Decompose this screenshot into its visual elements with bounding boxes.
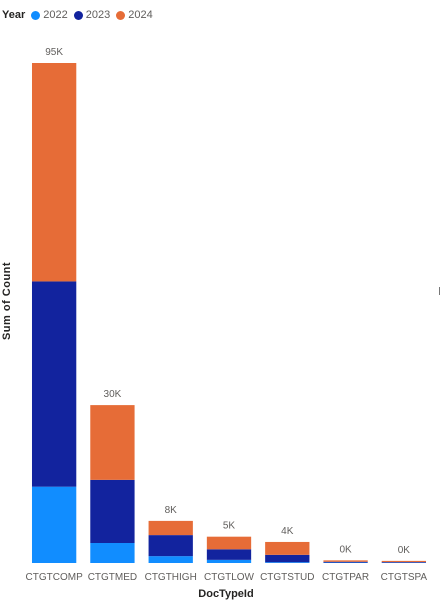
data-label-ctgtspa: 0K xyxy=(398,545,411,556)
x-axis-title: DocTypeId xyxy=(198,588,253,600)
bar-segment-ctgtpar-2023[interactable] xyxy=(323,561,368,563)
legend-item-2023[interactable]: 2023 xyxy=(73,9,111,21)
bar-segment-ctgtmed-2024[interactable] xyxy=(90,405,135,480)
x-tick-label-ctgthigh: CTGTHIGH xyxy=(145,572,197,583)
x-tick-label-ctgtmed: CTGTMED xyxy=(88,572,137,583)
legend-dot-2024 xyxy=(116,10,126,20)
bar-segment-ctgtstud-2022[interactable] xyxy=(265,562,310,563)
x-tick-label-ctgtpar: CTGTPAR xyxy=(322,572,369,583)
data-label-ctgtpar: 0K xyxy=(339,544,352,555)
data-label-ctgtstud: 4K xyxy=(281,526,294,537)
data-label-ctgtcomp: 95K xyxy=(45,47,63,58)
labels-layer: 95K CTGTCOMP 30K CTGTMED 8K CTGTHIGH 5K CTGTLOW… xyxy=(26,47,428,583)
legend-item-2022[interactable]: 2022 xyxy=(31,9,68,21)
chart-legend: Year 2022 2023 2024 xyxy=(2,6,159,24)
x-tick-label-ctgtspa: CTGTSPA xyxy=(381,572,428,583)
legend-dot-2022 xyxy=(31,10,41,20)
bar-segment-ctgthigh-2022[interactable] xyxy=(148,556,193,563)
legend-label-2022: 2022 xyxy=(43,9,68,21)
bar-segment-ctgtlow-2022[interactable] xyxy=(206,559,252,563)
legend-title: Year xyxy=(2,9,26,21)
y-axis-title: Sum of Count xyxy=(1,262,13,340)
bar-segment-ctgtstud-2023[interactable] xyxy=(265,554,310,563)
x-tick-label-ctgtcomp: CTGTCOMP xyxy=(26,572,84,583)
bar-segment-ctgtmed-2022[interactable] xyxy=(90,543,135,563)
legend-label-2024: 2024 xyxy=(128,9,153,21)
bar-segment-ctgtlow-2023[interactable] xyxy=(206,549,252,560)
bar-segment-ctgtspa-2024[interactable] xyxy=(381,560,427,563)
bar-segment-ctgtcomp-2024[interactable] xyxy=(31,63,77,282)
data-label-ctgthigh: 8K xyxy=(165,505,178,516)
bar-segment-ctgtcomp-2022[interactable] xyxy=(31,486,77,563)
bar-segment-ctgthigh-2023[interactable] xyxy=(148,535,193,557)
bars-layer xyxy=(31,63,427,563)
bar-segment-ctgtmed-2023[interactable] xyxy=(90,479,135,543)
bar-segment-ctgthigh-2024[interactable] xyxy=(148,520,193,536)
legend-dot-2023 xyxy=(73,10,83,20)
scroll-edge-marker xyxy=(439,287,440,295)
bar-segment-ctgtspa-2023[interactable] xyxy=(381,562,427,563)
data-label-ctgtlow: 5K xyxy=(223,521,236,532)
legend-item-2024[interactable]: 2024 xyxy=(116,9,153,21)
bar-segment-ctgtcomp-2023[interactable] xyxy=(31,281,77,487)
bar-segment-ctgtstud-2024[interactable] xyxy=(265,541,310,555)
x-tick-label-ctgtlow: CTGTLOW xyxy=(204,572,255,583)
x-tick-label-ctgtstud: CTGTSTUD xyxy=(260,572,314,583)
bar-segment-ctgtpar-2024[interactable] xyxy=(323,560,368,562)
legend-label-2023: 2023 xyxy=(85,9,111,21)
data-label-ctgtmed: 30K xyxy=(104,389,122,400)
bar-segment-ctgtlow-2024[interactable] xyxy=(206,536,252,550)
